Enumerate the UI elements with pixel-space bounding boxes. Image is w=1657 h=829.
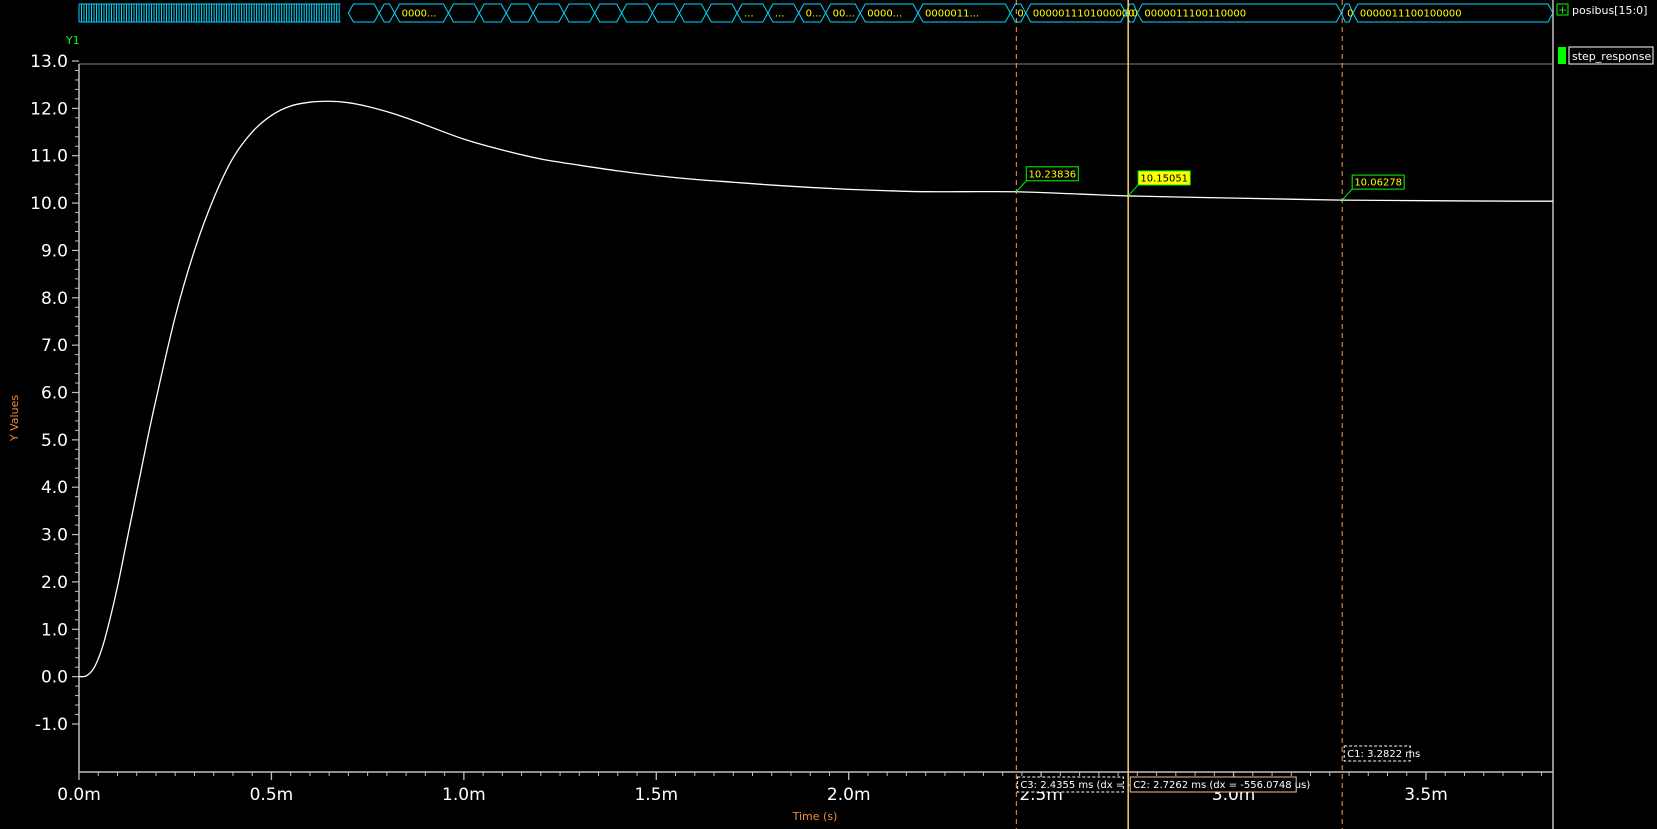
bus-segment (705, 3, 738, 23)
cursor-readout-text: C1: 3.2822 ms (1347, 749, 1420, 760)
y-tick-label: 10.0 (30, 194, 68, 214)
bus-y-label: Y1 (65, 34, 80, 47)
y-tick-label: -1.0 (35, 715, 68, 735)
bus-segment (447, 3, 480, 23)
y-tick-label: 7.0 (41, 336, 68, 356)
bus-segment (621, 3, 654, 23)
expand-toggle-icon[interactable] (1556, 3, 1569, 16)
bus-value-label: 0000011... (925, 9, 979, 20)
x-tick-label: 1.0m (442, 785, 486, 805)
y-tick-label: 6.0 (41, 384, 68, 404)
x-tick-label: 2.0m (827, 785, 871, 805)
y-tick-label: 4.0 (41, 478, 68, 498)
expand-glyph: + (1558, 4, 1567, 17)
cursor-value-box (1137, 170, 1191, 186)
step-response-trace (78, 100, 1554, 678)
bus-value-label: 0000011100100000 (1360, 9, 1462, 20)
cursor-value-label: 10.15051 (1140, 173, 1188, 184)
y-tick-label: 13.0 (30, 52, 68, 72)
y-tick-label: 12.0 (30, 99, 68, 119)
y-tick-label: 5.0 (41, 431, 68, 451)
bus-segment (505, 3, 534, 23)
bus-value-label: 0000011100110000 (1144, 9, 1246, 20)
bus-segment (532, 3, 565, 23)
cursor-readouts: C1: 3.2822 ms C3: 2.4355 ms (dx = - C2: 2.… (1016, 745, 1420, 793)
cursor-value-box (1351, 174, 1405, 190)
bus-segment (478, 3, 507, 23)
y-tick-label: 11.0 (30, 147, 68, 167)
bus-segment (378, 3, 396, 23)
bus-value-label: 0000... (402, 9, 437, 20)
x-axis-ticks: 0.0m 0.5m 1.0m 1.5m 2.0m 2.5m 3.0m 3.5m (57, 772, 1542, 805)
bus-value-label: 0 (1132, 9, 1138, 20)
legend-swatch (1558, 47, 1566, 64)
bus-dense-transitions (78, 3, 341, 23)
bus-value-label: 0 (1347, 9, 1353, 20)
y-axis-ticks: 13.0 12.0 11.0 10.0 9.0 8.0 7.0 6.0 5.0 4.0 3.0 2.0… (30, 52, 79, 735)
cursor-marker-leader (1015, 180, 1027, 193)
y-tick-label: 0.0 (41, 668, 68, 688)
x-axis-title: Time (s) (792, 810, 838, 823)
cursor-value-box (1025, 166, 1079, 182)
cursor-lines[interactable] (1015, 0, 1343, 829)
bus-value-label: 0000011101000000 (1033, 9, 1135, 20)
x-tick-label: 3.5m (1404, 785, 1448, 805)
bus-segment (651, 3, 680, 23)
bus-value-label: ... (744, 9, 754, 20)
bus-value-label: 0000... (867, 9, 902, 20)
legend-group-label[interactable]: posibus[15:0] (1572, 4, 1647, 17)
cursor-readout-box (1129, 776, 1297, 793)
cursor-readout-text: C2: 2.7262 ms (dx = -556.0748 us) (1133, 780, 1310, 791)
legend-signal-label: step_response (1572, 50, 1651, 63)
bus-segment (594, 3, 623, 23)
y-tick-label: 1.0 (41, 620, 68, 640)
bus-segment (347, 3, 380, 23)
bus-value-label: 0 (1017, 9, 1023, 20)
cursor-marker-leader (1341, 188, 1353, 201)
legend-signal-box[interactable] (1568, 46, 1654, 65)
bus-segment (563, 3, 596, 23)
cursor-marker-leader (1127, 184, 1139, 197)
x-tick-label: 0.0m (57, 785, 101, 805)
y-axis-title: Y Values (8, 395, 21, 442)
cursor-readout-text: C3: 2.4355 ms (dx = - (1020, 780, 1131, 791)
x-tick-label: 0.5m (250, 785, 294, 805)
bus-value-label: ... (775, 9, 785, 20)
cursor-value-markers: 10.23836 10.15051 10.06278 (1015, 166, 1405, 201)
cursor-readout-box (1016, 776, 1124, 793)
cursor-value-label: 10.06278 (1354, 178, 1402, 189)
y-tick-label: 2.0 (41, 573, 68, 593)
y-tick-label: 9.0 (41, 241, 68, 261)
bus-value-label: 00... (833, 9, 855, 20)
bus-waveform[interactable]: 0000......... 0... 00... 0000... 0000011... 0… (78, 3, 1554, 23)
cursor-value-label: 10.23836 (1028, 169, 1076, 180)
bus-value-label: 0... (806, 9, 822, 20)
cursor-readout-box (1343, 745, 1411, 762)
y-tick-label: 3.0 (41, 526, 68, 546)
signal-legend[interactable]: + posibus[15:0] step_response (1556, 3, 1654, 65)
y-tick-label: 8.0 (41, 289, 68, 309)
bus-segment (678, 3, 707, 23)
x-tick-label: 1.5m (634, 785, 678, 805)
